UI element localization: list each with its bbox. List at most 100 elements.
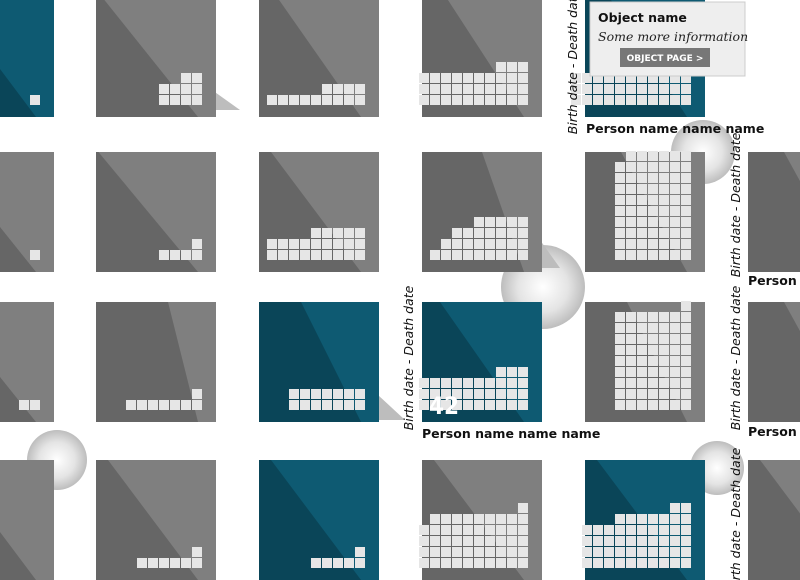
tile-cell — [626, 73, 636, 83]
person-name: Person name name name — [422, 426, 600, 441]
tile[interactable] — [422, 152, 542, 272]
tile-cell — [507, 558, 517, 568]
tile-cell — [441, 536, 451, 546]
tile-shade — [748, 152, 800, 272]
tile-cell — [485, 84, 495, 94]
tile-cell — [518, 536, 528, 546]
tooltip: Object name Some more information OBJECT… — [589, 1, 748, 77]
tile-cell — [604, 73, 614, 83]
tile-cell — [507, 62, 517, 72]
tile-cell — [181, 400, 191, 410]
tile[interactable] — [585, 301, 705, 422]
tile-cell — [267, 250, 277, 260]
tile[interactable] — [748, 460, 800, 580]
tile-cell — [593, 536, 603, 546]
tile[interactable] — [0, 460, 54, 580]
tile-cell — [615, 250, 625, 260]
tile-cell — [289, 400, 299, 410]
tile-cell — [582, 95, 592, 105]
tile-cell — [170, 250, 180, 260]
tile-cell — [485, 250, 495, 260]
tile-cell — [441, 73, 451, 83]
tile-cell — [615, 334, 625, 344]
tile-cell — [496, 217, 506, 227]
tile-cell — [474, 378, 484, 388]
tile-cell — [344, 389, 354, 399]
tile-cell — [518, 378, 528, 388]
tile[interactable] — [259, 0, 379, 117]
tile-cell — [333, 95, 343, 105]
tile-cell — [681, 525, 691, 535]
tile-cell — [626, 184, 636, 194]
tile-cell — [355, 84, 365, 94]
tile[interactable] — [748, 152, 800, 272]
tile-cell — [659, 312, 669, 322]
tile-cell — [681, 151, 691, 161]
tile-cell — [485, 547, 495, 557]
tile[interactable] — [96, 152, 216, 272]
tile-cell — [496, 95, 506, 105]
tile-cell — [463, 558, 473, 568]
tile-cell — [419, 84, 429, 94]
tile-cell — [659, 323, 669, 333]
tile-cell — [681, 239, 691, 249]
tile-cell — [648, 514, 658, 524]
tile-cell — [441, 558, 451, 568]
tile-cell — [593, 525, 603, 535]
tile-cell — [626, 250, 636, 260]
tile[interactable] — [419, 0, 542, 117]
tile[interactable] — [0, 152, 54, 272]
tile-cell — [300, 250, 310, 260]
tile-cell — [648, 239, 658, 249]
tile-cell — [648, 334, 658, 344]
tile-cell — [441, 525, 451, 535]
life-dates: Birth date - Death date — [728, 285, 743, 430]
tile-cell — [659, 334, 669, 344]
object-page-button[interactable] — [620, 48, 710, 67]
tile-cell — [507, 514, 517, 524]
tile[interactable] — [96, 0, 216, 117]
tile[interactable] — [585, 151, 705, 272]
tile-cell — [648, 378, 658, 388]
tile[interactable] — [419, 460, 542, 580]
tile-cell — [615, 173, 625, 183]
tile-cell — [615, 73, 625, 83]
tile[interactable] — [0, 0, 54, 117]
tile-cell — [615, 536, 625, 546]
tile[interactable] — [259, 152, 379, 272]
tile-cell — [681, 503, 691, 513]
tile-cell — [159, 84, 169, 94]
tile[interactable] — [96, 302, 216, 422]
person-name: Person name name name — [748, 273, 800, 288]
tile-cell — [626, 95, 636, 105]
tile-cell — [648, 547, 658, 557]
tile-cell — [496, 62, 506, 72]
tile-cell — [311, 239, 321, 249]
tile[interactable] — [96, 460, 216, 580]
tile[interactable] — [0, 302, 54, 422]
tile-cell — [681, 400, 691, 410]
tile-cell — [637, 400, 647, 410]
tile[interactable] — [259, 460, 379, 580]
tile-cell — [648, 389, 658, 399]
tile-cell — [507, 367, 517, 377]
tile-cell — [496, 514, 506, 524]
tile-cell — [159, 250, 169, 260]
tile[interactable] — [259, 302, 379, 422]
tile-cell — [322, 250, 332, 260]
tile-cell — [637, 536, 647, 546]
tile-cell — [648, 356, 658, 366]
tile-cell — [615, 547, 625, 557]
tile-cell — [648, 184, 658, 194]
tile[interactable] — [748, 302, 800, 422]
tile-cell — [626, 547, 636, 557]
tile-cell — [474, 250, 484, 260]
tile-cell — [637, 389, 647, 399]
life-dates: Birth date - Death date — [728, 132, 743, 277]
tile-cell — [670, 239, 680, 249]
tile[interactable] — [582, 460, 705, 580]
tile-cell — [181, 73, 191, 83]
tile-cell — [626, 558, 636, 568]
object-page-button-label[interactable]: OBJECT PAGE > — [627, 54, 704, 64]
tile[interactable] — [419, 302, 542, 422]
